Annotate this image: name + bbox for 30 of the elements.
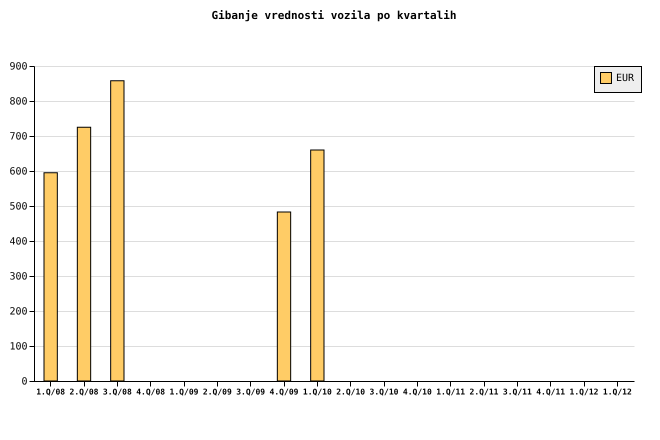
x-tick-label: 2.Q/10 (336, 388, 366, 396)
x-tick-label: 4.Q/11 (536, 388, 566, 396)
x-tick-label: 4.Q/08 (136, 388, 166, 396)
y-tick-label: 200 (9, 306, 28, 318)
x-tick-label: 1.Q/08 (36, 388, 66, 396)
x-tick-label: 3.Q/08 (102, 388, 132, 396)
x-tick-label: 1.Q/12 (570, 388, 599, 396)
y-tick-label: 800 (9, 96, 28, 108)
x-tick-label: 3.Q/09 (236, 388, 266, 396)
x-tick-label: 1.Q/09 (170, 388, 199, 396)
x-tick-label: 1.Q/12 (602, 388, 632, 396)
x-tick-label: 2.Q/08 (70, 388, 99, 396)
x-tick-label: 4.Q/09 (270, 388, 299, 396)
y-tick-label: 600 (9, 166, 28, 178)
y-tick-label: 300 (9, 272, 28, 282)
y-tick-label: 400 (9, 236, 28, 248)
legend-label: EUR (616, 73, 636, 84)
x-tick-label: 3.Q/11 (502, 388, 532, 396)
x-tick-label: 2.Q/11 (470, 388, 499, 396)
x-tick-label: 3.Q/10 (370, 388, 399, 396)
y-tick-label: 900 (9, 62, 28, 72)
x-tick-label: 1.Q/11 (436, 388, 466, 396)
y-tick-label: 500 (9, 202, 28, 212)
y-tick-label: 0 (21, 376, 28, 388)
x-tick-label: 1.Q/10 (302, 388, 332, 396)
x-tick-label: 4.Q/10 (402, 388, 432, 396)
y-tick-label: 100 (9, 342, 28, 352)
y-tick-label: 700 (9, 132, 28, 142)
chart-title: Gibanje vrednosti vozila po kvartalih (211, 9, 457, 22)
x-tick-label: 2.Q/09 (202, 388, 232, 396)
